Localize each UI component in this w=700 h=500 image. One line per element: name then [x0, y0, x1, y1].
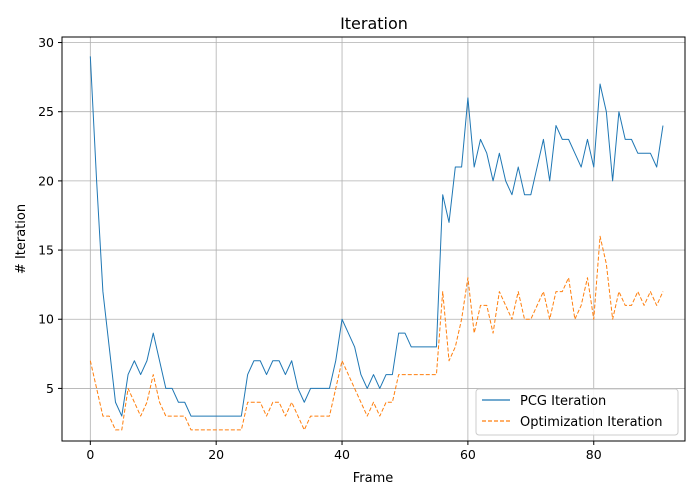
chart-title: Iteration [340, 14, 408, 33]
y-tick-label: 25 [38, 104, 54, 119]
series-layer [89, 56, 664, 431]
legend-label-pcg: PCG Iteration [520, 394, 606, 409]
tick-layer: 0 20 40 60 80 5 10 15 20 25 30 [38, 35, 602, 462]
legend-label-optimization: Optimization Iteration [520, 415, 662, 430]
legend: PCG Iteration Optimization Iteration [475, 388, 679, 436]
plot-frame [61, 36, 686, 442]
x-tick-label: 20 [208, 447, 224, 462]
y-tick-label: 5 [46, 381, 54, 396]
x-tick-label: 40 [334, 447, 350, 462]
x-tick-label: 80 [586, 447, 602, 462]
y-tick-label: 15 [38, 243, 54, 258]
legend-box [475, 388, 679, 436]
series-line-pcg [89, 56, 664, 417]
y-tick-label: 30 [38, 35, 54, 50]
x-axis-label: Frame [353, 471, 394, 486]
y-tick-label: 10 [38, 312, 54, 327]
x-tick-label: 0 [86, 447, 94, 462]
series-line-optimization [89, 235, 664, 431]
grid-layer [62, 37, 685, 441]
x-tick-label: 60 [460, 447, 476, 462]
y-tick-label: 20 [38, 173, 54, 188]
y-axis-label: # Iteration [14, 204, 29, 274]
